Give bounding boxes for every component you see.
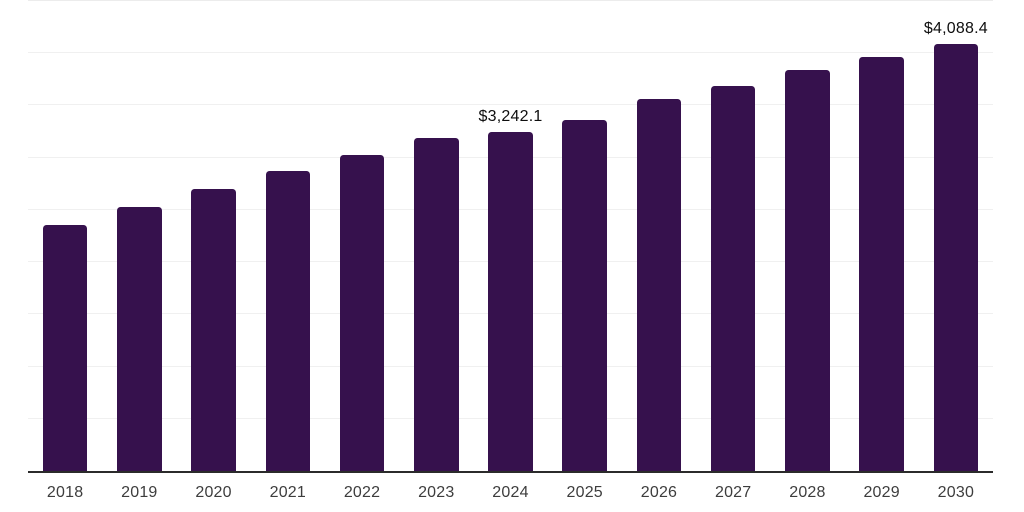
x-axis-label-2027: 2027 [714,484,752,501]
x-axis-label-2020: 2020 [195,484,232,501]
x-axis-label-2022: 2022 [343,484,381,501]
bar-2028 [785,70,830,471]
x-axis-label-2025: 2025 [566,484,603,501]
x-axis-label-2021: 2021 [269,484,306,501]
x-axis-label-2023: 2023 [418,484,455,501]
x-axis-label-2019: 2019 [121,484,158,501]
data-label-2024: $3,242.1 [478,108,543,126]
bar-2030 [933,44,979,471]
bar-2020 [191,189,236,471]
x-axis-label-2026: 2026 [640,484,678,501]
x-axis: 2018 2019 2020 2021 2022 2023 2024 2025 2026 2027… [28,484,993,506]
bar-2018 [42,224,88,471]
x-axis-label-2028: 2028 [789,484,826,501]
x-axis-label-2030: 2030 [937,484,975,501]
x-axis-label-2024: 2024 [492,484,529,501]
gridline [28,0,993,1]
data-label-2030: $4,088.4 [923,20,988,37]
bar-2023 [414,137,459,471]
bar-2024 [488,132,533,471]
bar-2019 [117,207,162,471]
plot-area: $3,242.1 $4,088.4 [28,0,993,473]
bar-2029 [859,57,904,471]
bar-2026 [636,98,682,471]
bar-2021 [265,171,311,471]
x-axis-label-2029: 2029 [863,484,900,501]
bar-2027 [710,85,756,471]
bar-2025 [562,120,607,471]
bar-2022 [339,154,385,471]
gridline [28,104,993,106]
x-axis-label-2018: 2018 [46,484,84,501]
gridline [28,52,993,54]
